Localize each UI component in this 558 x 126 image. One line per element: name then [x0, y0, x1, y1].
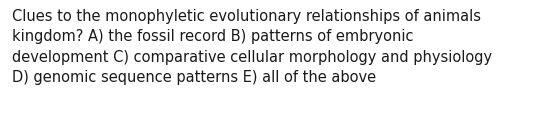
Text: Clues to the monophyletic evolutionary relationships of animals
kingdom? A) the : Clues to the monophyletic evolutionary r… — [12, 9, 492, 85]
